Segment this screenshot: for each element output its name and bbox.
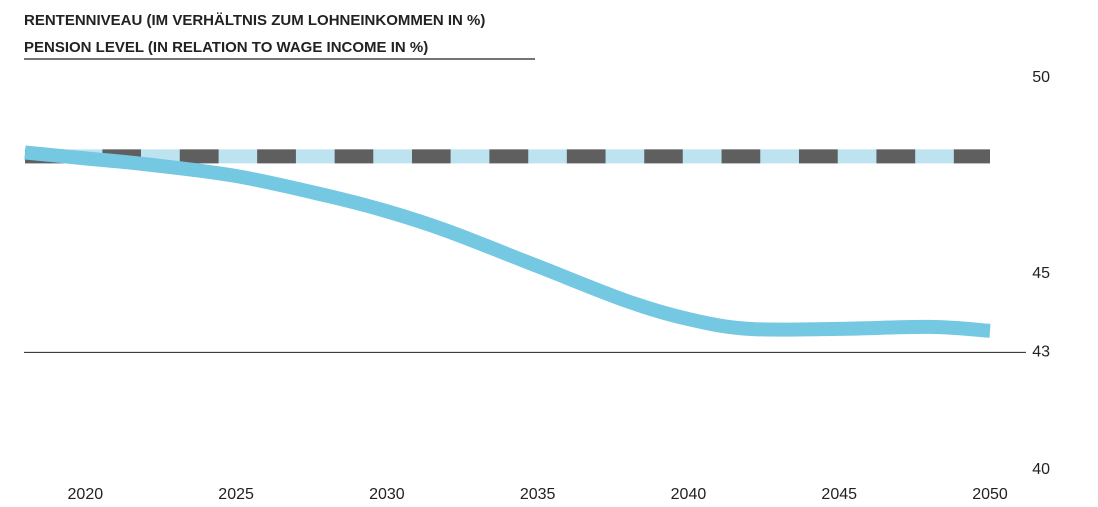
x-tick-label: 2020 (68, 486, 104, 503)
x-tick-label: 2040 (671, 486, 707, 503)
x-tick-label: 2030 (369, 486, 405, 503)
x-tick-label: 2035 (520, 486, 556, 503)
chart-subtitle: PENSION LEVEL (IN RELATION TO WAGE INCOM… (24, 39, 428, 56)
x-tick-label: 2025 (218, 486, 254, 503)
y-tick-label: 43 (1032, 344, 1050, 361)
y-tick-label: 45 (1032, 265, 1050, 282)
x-tick-label: 2045 (821, 486, 857, 503)
chart-title: RENTENNIVEAU (IM VERHÄLTNIS ZUM LOHNEINK… (24, 12, 485, 29)
data-line (24, 145, 991, 338)
y-tick-label: 50 (1032, 69, 1050, 86)
x-tick-label: 2050 (972, 486, 1008, 503)
y-tick-label: 40 (1032, 461, 1050, 478)
